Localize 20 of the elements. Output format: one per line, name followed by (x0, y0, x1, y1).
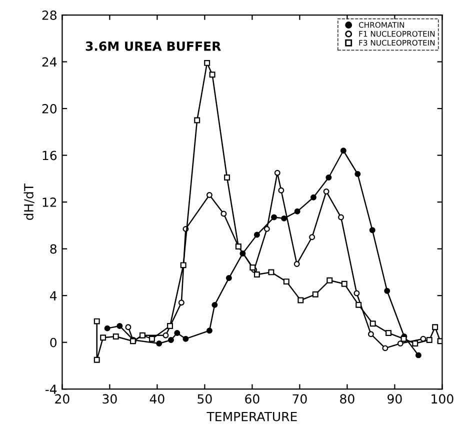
y-tick-label: 4 (50, 291, 57, 300)
annotation: 3.6M UREA BUFFER (86, 41, 221, 51)
y-tick-label: 16 (42, 150, 57, 160)
y-axis-title: dH/dT (24, 183, 34, 220)
y-tick-label: 28 (42, 10, 56, 20)
y-tick-label: 24 (42, 57, 57, 67)
x-tick-label: 70 (292, 394, 307, 404)
x-tick-label: 80 (340, 394, 354, 404)
y-tick-label: 8 (50, 244, 56, 254)
x-tick-label: 30 (102, 394, 117, 404)
y-tick-label: 0 (50, 338, 57, 348)
x-tick-label: 50 (198, 394, 212, 404)
x-tick-label: 100 (432, 394, 454, 404)
x-tick-label: 60 (245, 394, 260, 404)
x-axis-title: TEMPERATURE (206, 412, 297, 422)
y-tick-label: -4 (45, 384, 57, 394)
x-tick-label: 40 (150, 394, 164, 404)
x-tick-label: 90 (388, 394, 402, 404)
y-tick-label: 20 (42, 104, 57, 114)
y-tick-label: 12 (42, 198, 56, 207)
